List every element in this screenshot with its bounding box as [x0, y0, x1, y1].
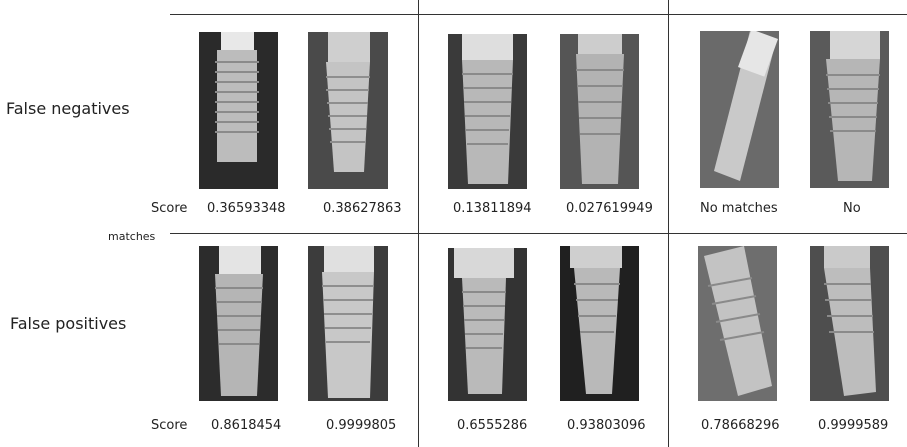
xray-image	[560, 34, 639, 189]
top-divider	[170, 14, 907, 15]
score-value: 0.6555286	[457, 418, 527, 433]
middle-divider	[170, 233, 907, 234]
row-label-false-positives: False positives	[10, 314, 126, 333]
row-label-false-negatives: False negatives	[6, 99, 130, 118]
xray-image	[810, 31, 889, 188]
matches-continuation: matches	[108, 230, 155, 243]
xray-image	[560, 246, 639, 401]
score-value: 0.9999589	[818, 418, 888, 433]
xray-image	[698, 246, 777, 401]
score-value: 0.9999805	[326, 418, 396, 433]
xray-image	[199, 32, 278, 189]
column-divider-1	[418, 0, 419, 447]
xray-image	[308, 32, 388, 189]
score-value: No matches	[700, 201, 778, 216]
xray-image	[308, 246, 388, 401]
score-label: Score	[151, 418, 187, 433]
xray-image	[199, 246, 278, 401]
score-value: 0.93803096	[567, 418, 646, 433]
xray-image	[700, 31, 779, 188]
score-value: 0.38627863	[323, 201, 402, 216]
xray-image	[810, 246, 889, 401]
score-label: Score	[151, 201, 187, 216]
score-value: 0.36593348	[207, 201, 286, 216]
score-value: No	[843, 201, 861, 216]
score-value: 0.13811894	[453, 201, 532, 216]
score-value: 0.8618454	[211, 418, 281, 433]
xray-image	[448, 34, 527, 189]
score-value: 0.027619949	[566, 201, 653, 216]
column-divider-2	[668, 0, 669, 447]
xray-image	[448, 248, 527, 401]
score-value: 0.78668296	[701, 418, 780, 433]
